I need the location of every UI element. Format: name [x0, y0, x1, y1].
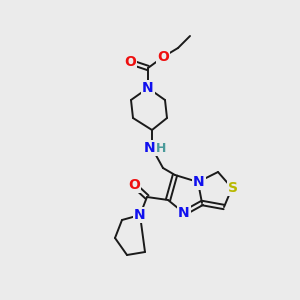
- Text: N: N: [144, 141, 156, 155]
- Text: O: O: [128, 178, 140, 192]
- Text: N: N: [193, 175, 205, 189]
- Text: O: O: [157, 50, 169, 64]
- Text: N: N: [142, 81, 154, 95]
- Text: N: N: [178, 206, 190, 220]
- Text: H: H: [156, 142, 166, 154]
- Text: O: O: [124, 55, 136, 69]
- Text: S: S: [228, 181, 238, 195]
- Text: N: N: [134, 208, 146, 222]
